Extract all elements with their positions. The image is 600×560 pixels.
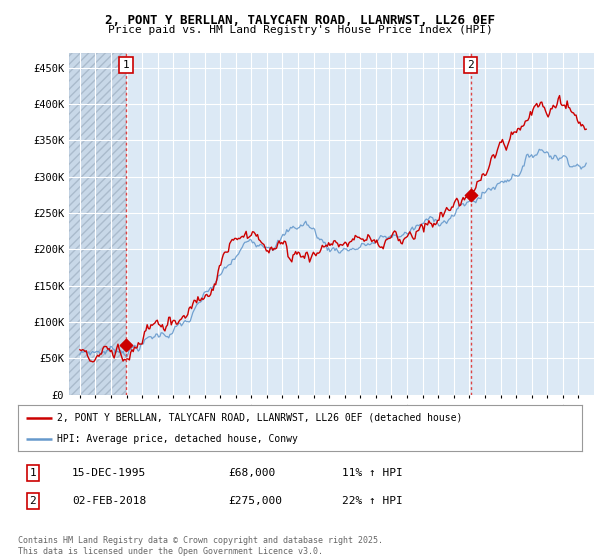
Text: 1: 1: [122, 60, 130, 70]
Text: 2, PONT Y BERLLAN, TALYCAFN ROAD, LLANRWST, LL26 0EF: 2, PONT Y BERLLAN, TALYCAFN ROAD, LLANRW…: [105, 14, 495, 27]
Text: 1: 1: [29, 468, 37, 478]
Text: 2: 2: [29, 496, 37, 506]
Text: Contains HM Land Registry data © Crown copyright and database right 2025.
This d: Contains HM Land Registry data © Crown c…: [18, 536, 383, 556]
Text: £68,000: £68,000: [228, 468, 275, 478]
Point: [466, 190, 476, 199]
Text: 2: 2: [467, 60, 474, 70]
Text: 02-FEB-2018: 02-FEB-2018: [72, 496, 146, 506]
Text: 11% ↑ HPI: 11% ↑ HPI: [342, 468, 403, 478]
Text: 2, PONT Y BERLLAN, TALYCAFN ROAD, LLANRWST, LL26 0EF (detached house): 2, PONT Y BERLLAN, TALYCAFN ROAD, LLANRW…: [58, 413, 463, 423]
Text: £275,000: £275,000: [228, 496, 282, 506]
Text: HPI: Average price, detached house, Conwy: HPI: Average price, detached house, Conw…: [58, 435, 298, 444]
Text: 22% ↑ HPI: 22% ↑ HPI: [342, 496, 403, 506]
Point: [121, 341, 131, 350]
Polygon shape: [69, 53, 126, 395]
Text: 15-DEC-1995: 15-DEC-1995: [72, 468, 146, 478]
Text: Price paid vs. HM Land Registry's House Price Index (HPI): Price paid vs. HM Land Registry's House …: [107, 25, 493, 35]
